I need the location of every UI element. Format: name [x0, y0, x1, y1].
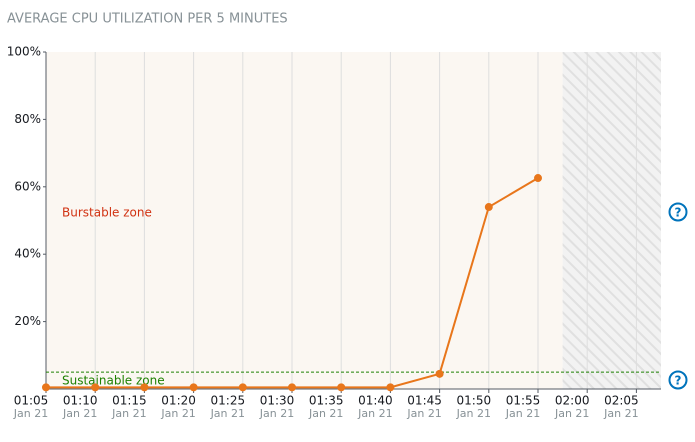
data-point [238, 383, 247, 392]
x-tick-date: Jan 21 [259, 407, 294, 420]
burstable-label: Burstable zone [62, 206, 152, 220]
data-point [484, 203, 493, 212]
svg-text:?: ? [675, 206, 682, 220]
svg-text:?: ? [675, 374, 682, 388]
help-icon[interactable]: ? [668, 370, 688, 390]
data-point [435, 369, 444, 378]
x-tick-date: Jan 21 [13, 407, 48, 420]
future-region [562, 52, 661, 389]
x-tick-label: 01:45 [407, 394, 442, 408]
data-point [189, 383, 198, 392]
data-point [534, 174, 542, 183]
x-tick-label: 01:25 [211, 394, 246, 408]
x-tick-date: Jan 21 [111, 407, 146, 420]
x-tick-date: Jan 21 [406, 407, 441, 420]
x-tick-date: Jan 21 [62, 407, 97, 420]
data-point [386, 383, 395, 392]
x-tick-date: Jan 21 [554, 407, 589, 420]
data-point [42, 383, 50, 392]
x-tick-label: 01:20 [161, 394, 196, 408]
y-tick-label: 100% [7, 45, 41, 59]
x-tick-label: 02:05 [604, 394, 639, 408]
plot-background [46, 52, 563, 389]
data-point [91, 383, 100, 392]
x-tick-label: 01:40 [358, 394, 393, 408]
x-tick-label: 01:15 [112, 394, 147, 408]
x-tick-date: Jan 21 [603, 407, 638, 420]
y-tick-label: 20% [14, 314, 41, 328]
y-tick-label: 40% [14, 247, 41, 261]
x-tick-date: Jan 21 [210, 407, 245, 420]
x-tick-label: 01:10 [63, 394, 98, 408]
x-tick-date: Jan 21 [160, 407, 195, 420]
y-tick-label: 80% [14, 112, 41, 126]
x-tick-date: Jan 21 [308, 407, 343, 420]
x-tick-date: Jan 21 [456, 407, 491, 420]
data-point [337, 383, 346, 392]
x-tick-date: Jan 21 [505, 407, 540, 420]
data-point [140, 383, 149, 392]
chart-title: AVERAGE CPU UTILIZATION PER 5 MINUTES [7, 12, 288, 27]
sustainable-label: Sustainable zone [62, 374, 165, 388]
x-tick-label: 01:35 [309, 394, 344, 408]
x-tick-label: 01:50 [457, 394, 492, 408]
y-tick-label: 60% [14, 179, 41, 193]
help-icon[interactable]: ? [668, 202, 688, 222]
x-tick-label: 01:30 [260, 394, 295, 408]
x-tick-label: 01:05 [14, 394, 49, 408]
x-tick-date: Jan 21 [357, 407, 392, 420]
data-point [288, 383, 296, 392]
x-tick-label: 02:00 [555, 394, 590, 408]
x-tick-label: 01:55 [506, 394, 541, 408]
